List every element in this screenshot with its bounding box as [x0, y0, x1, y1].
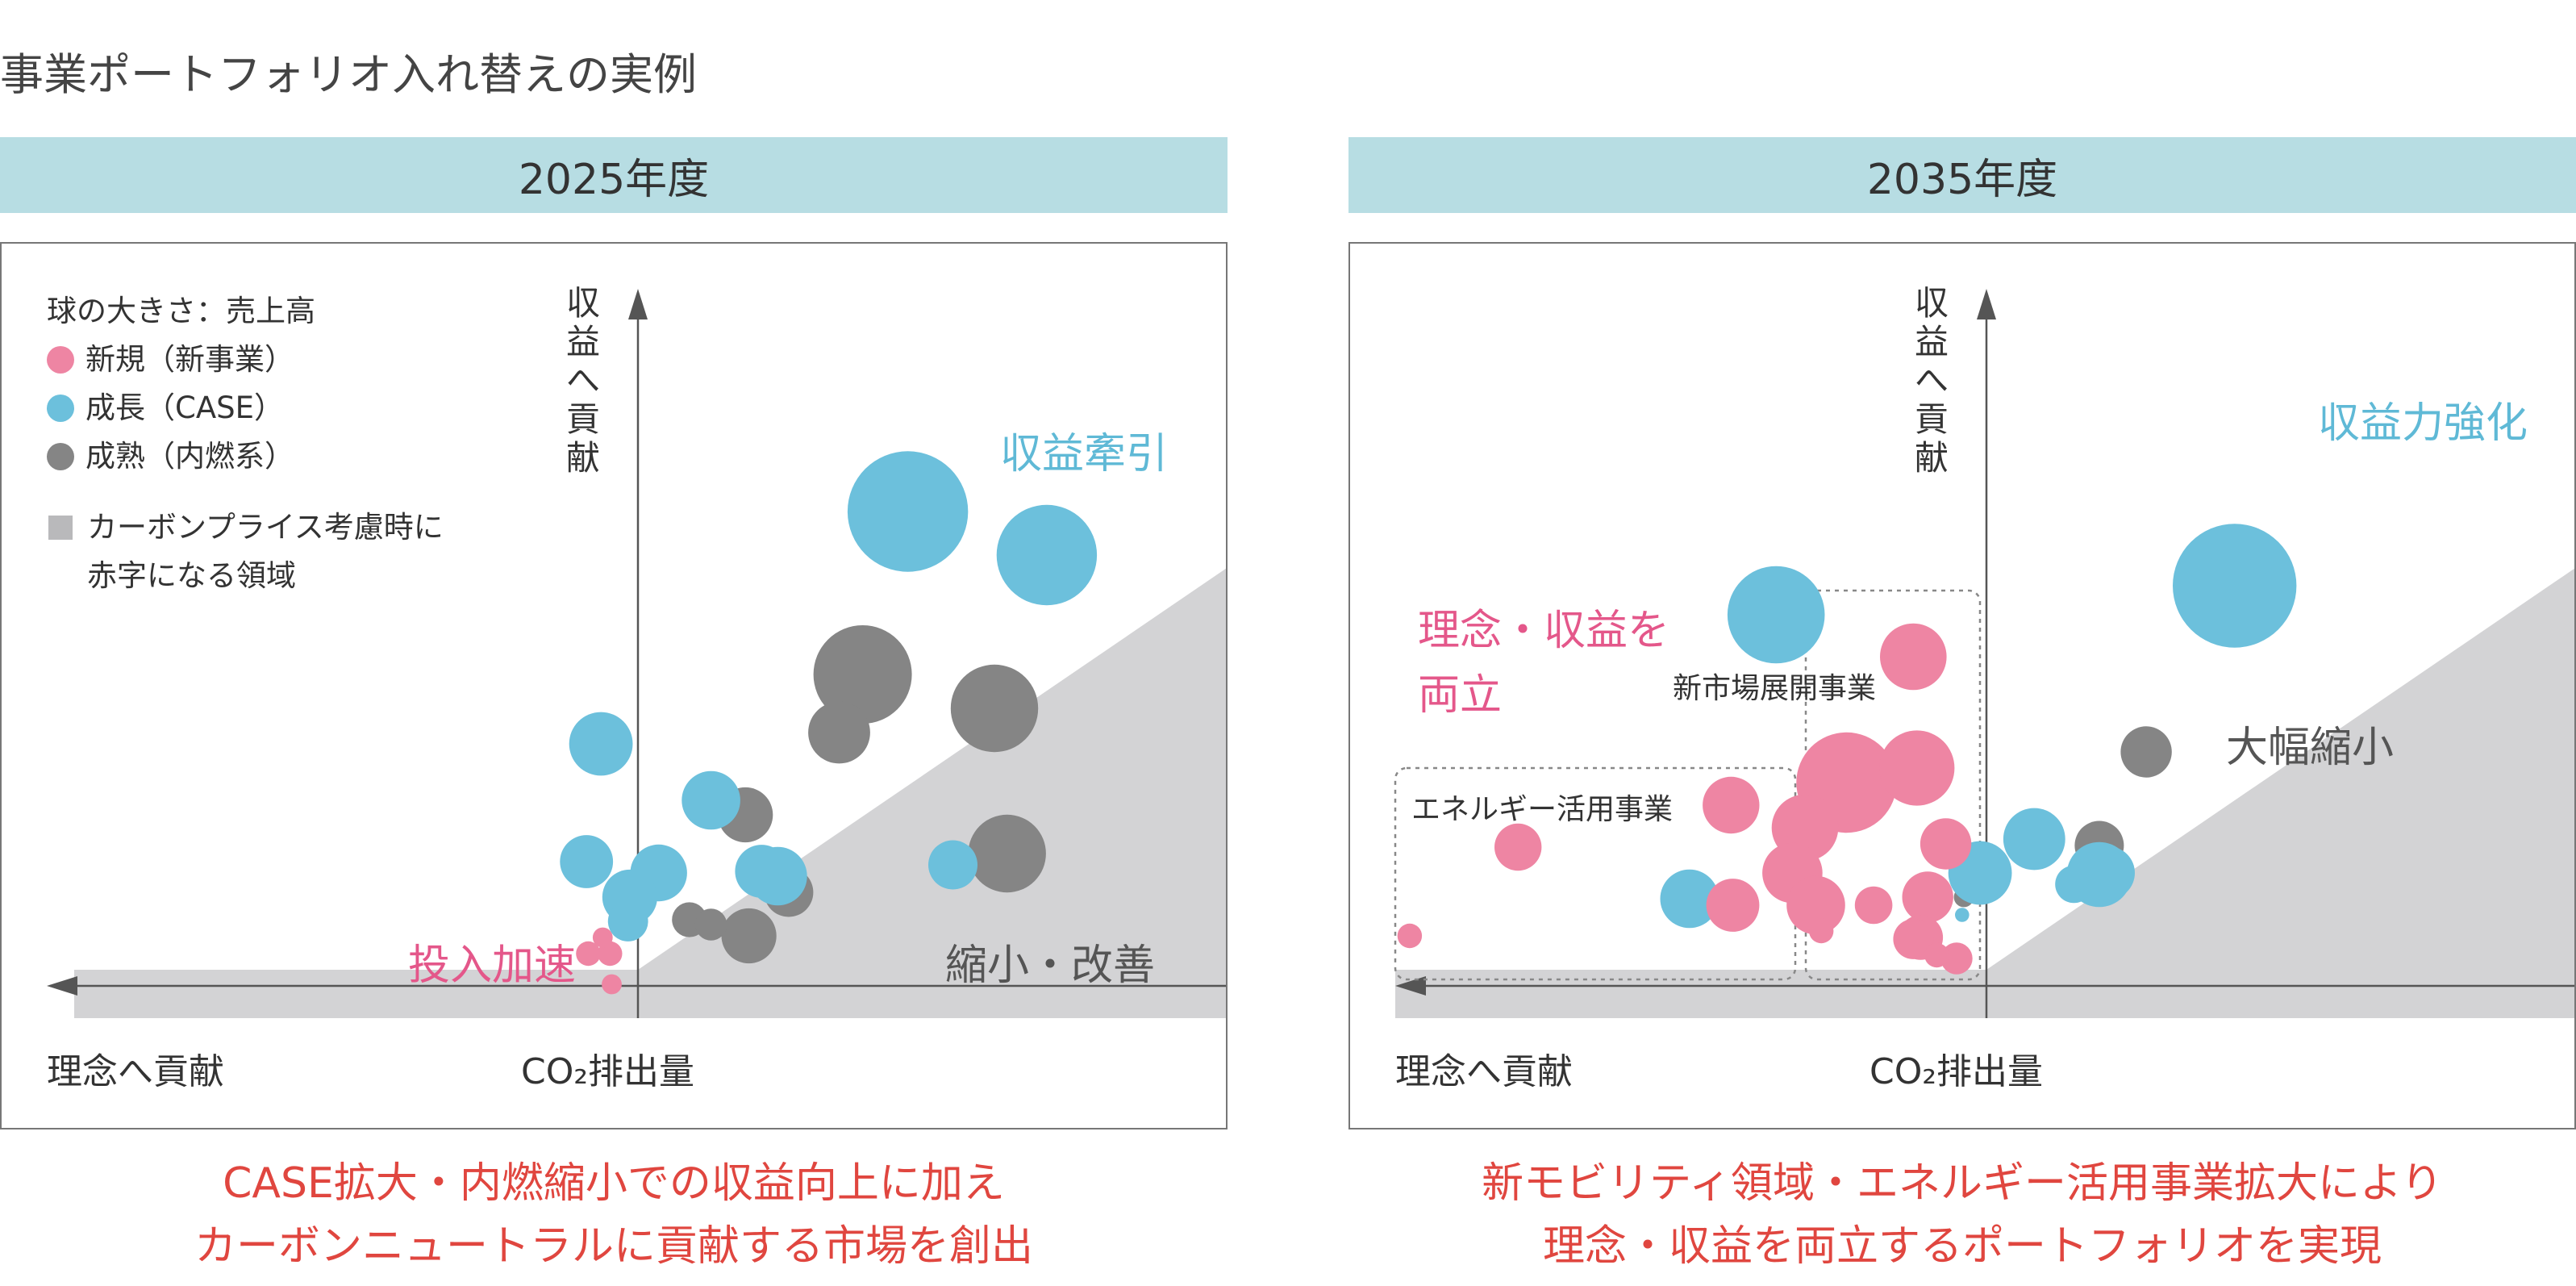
chart-2025-svg — [47, 289, 1226, 1018]
mature-bubble — [2120, 726, 2172, 778]
legend-item-zone: カーボンプライス考慮時に — [47, 503, 444, 552]
new-bubble — [598, 941, 623, 967]
mature-bubble — [813, 625, 912, 724]
growth-bubble — [2082, 846, 2135, 900]
legend-item-new: 新規（新事業） — [47, 336, 444, 384]
x-axis-arrow — [1395, 976, 1426, 996]
panel-footer-2035: 新モビリティ領域・エネルギー活用事業拡大により 理念・収益を両立するポートフォリ… — [1348, 1152, 2576, 1278]
y-axis-label: 収益へ貢献 — [1914, 283, 1949, 478]
y-axis-label: 収益へ貢献 — [565, 283, 600, 478]
gray-square-icon — [48, 516, 73, 540]
growth-bubble — [607, 901, 648, 942]
growth-bubble — [2184, 555, 2274, 645]
annotation-balance-line-2: 両立 — [1418, 671, 1503, 720]
new-bubble — [1893, 919, 1934, 959]
x-axis-arrow — [47, 976, 77, 996]
growth-bubble — [560, 835, 614, 888]
new-bubble — [1940, 942, 1973, 975]
new-bubble — [1809, 918, 1834, 944]
footer-line-1: CASE拡大・内燃縮小での収益向上に加え — [223, 1159, 1005, 1208]
growth-bubble — [847, 451, 969, 572]
growth-bubble — [1660, 869, 1719, 929]
bubbles-layer — [560, 451, 1098, 995]
new-bubble — [1786, 875, 1845, 935]
chart-2035-svg — [1394, 289, 2574, 1018]
new-bubble — [1919, 818, 1972, 870]
legend-item-zone-cont: 赤字になる領域 — [47, 552, 444, 600]
annotation-balance-line-1: 理念・収益を — [1418, 607, 1670, 655]
y-axis-arrow — [1977, 289, 1996, 319]
growth-bubble — [1955, 908, 1970, 922]
mature-bubble — [950, 664, 1039, 753]
panel-footer-2025: CASE拡大・内燃縮小での収益向上に加え カーボンニュートラルに貢献する市場を創… — [0, 1152, 1228, 1278]
legend-mature-label: 成熟（内燃系） — [85, 439, 294, 474]
legend-new-label: 新規（新事業） — [85, 342, 294, 377]
legend-size-note: 球の大きさ：売上高 — [47, 287, 444, 336]
mature-bubble — [721, 908, 777, 964]
gray-dot-icon — [47, 443, 74, 470]
footer-line-2: カーボンニュートラルに貢献する市場を創出 — [194, 1222, 1033, 1271]
legend-growth-label: 成長（CASE） — [85, 390, 285, 425]
legend: 球の大きさ：売上高 新規（新事業） 成長（CASE） 成熟（内燃系） カーボンプ… — [47, 287, 444, 600]
growth-bubble — [996, 504, 1098, 606]
annotation-major-reduction: 大幅縮小 — [2226, 724, 2395, 772]
growth-bubble — [735, 845, 789, 898]
box-label-new-market: 新市場展開事業 — [1673, 672, 1877, 705]
x-axis-right-label: CO₂排出量 — [521, 1051, 694, 1092]
annotation-accelerate: 投入加速 — [408, 942, 577, 990]
pink-dot-icon — [47, 346, 74, 374]
growth-bubble — [682, 770, 740, 830]
legend-zone-label-1: カーボンプライス考慮時に — [87, 510, 444, 545]
y-axis-arrow — [628, 289, 648, 319]
new-bubble — [592, 927, 613, 948]
new-bubble — [576, 941, 601, 967]
x-axis-left-label: 理念へ貢献 — [47, 1051, 224, 1092]
box-label-energy-business: エネルギー活用事業 — [1411, 793, 1674, 826]
panel-header-2025: 2025年度 — [0, 137, 1228, 213]
new-bubble — [1703, 776, 1760, 834]
legend-item-growth: 成長（CASE） — [47, 384, 444, 432]
new-bubble — [1902, 871, 1953, 923]
mature-bubble — [808, 701, 870, 764]
chart-panel-2025: 球の大きさ：売上高 新規（新事業） 成長（CASE） 成熟（内燃系） カーボンプ… — [0, 242, 1228, 1129]
annotation-shrink-improve: 縮小・改善 — [945, 942, 1156, 990]
new-bubble — [1397, 923, 1423, 949]
growth-bubble — [2055, 865, 2093, 904]
footer-line-2: 理念・収益を両立するポートフォリオを実現 — [1542, 1222, 2382, 1271]
x-axis-right-label: CO₂排出量 — [1869, 1051, 2043, 1092]
new-bubble — [1854, 886, 1893, 925]
bubbles-layer — [1397, 524, 2297, 975]
legend-size-note-text: 球の大きさ：売上高 — [47, 294, 315, 328]
growth-bubble — [928, 840, 977, 890]
growth-bubble — [1727, 566, 1825, 664]
blue-dot-icon — [47, 395, 74, 422]
annotation-strengthen-profit: 収益力強化 — [2318, 399, 2528, 448]
panel-header-2035: 2035年度 — [1348, 137, 2576, 213]
mature-bubble — [968, 814, 1046, 893]
new-bubble — [1880, 623, 1947, 691]
new-bubble — [602, 974, 622, 995]
legend-item-mature: 成熟（内燃系） — [47, 432, 444, 481]
annotation-balance: 理念・収益を 両立 — [1418, 599, 1669, 728]
new-bubble — [1706, 879, 1760, 932]
footer-line-1: 新モビリティ領域・エネルギー活用事業拡大により — [1482, 1159, 2443, 1208]
growth-bubble — [569, 712, 633, 776]
chart-panel-2035: 収益へ貢献 理念へ貢献 CO₂排出量 収益力強化 理念・収益を 両立 大幅縮小 … — [1348, 242, 2576, 1129]
mature-bubble — [694, 908, 727, 941]
new-bubble — [1494, 823, 1542, 871]
legend-zone-label-2: 赤字になる領域 — [87, 558, 296, 593]
new-bubble — [1924, 942, 1949, 968]
annotation-revenue-driver: 収益牽引 — [1000, 430, 1169, 478]
page-title: 事業ポートフォリオ入れ替えの実例 — [0, 49, 697, 100]
new-bubble — [1879, 730, 1955, 806]
x-axis-left-label: 理念へ貢献 — [1395, 1051, 1573, 1092]
carbon-zone-area — [1986, 568, 2574, 1018]
growth-bubble — [2003, 808, 2065, 871]
